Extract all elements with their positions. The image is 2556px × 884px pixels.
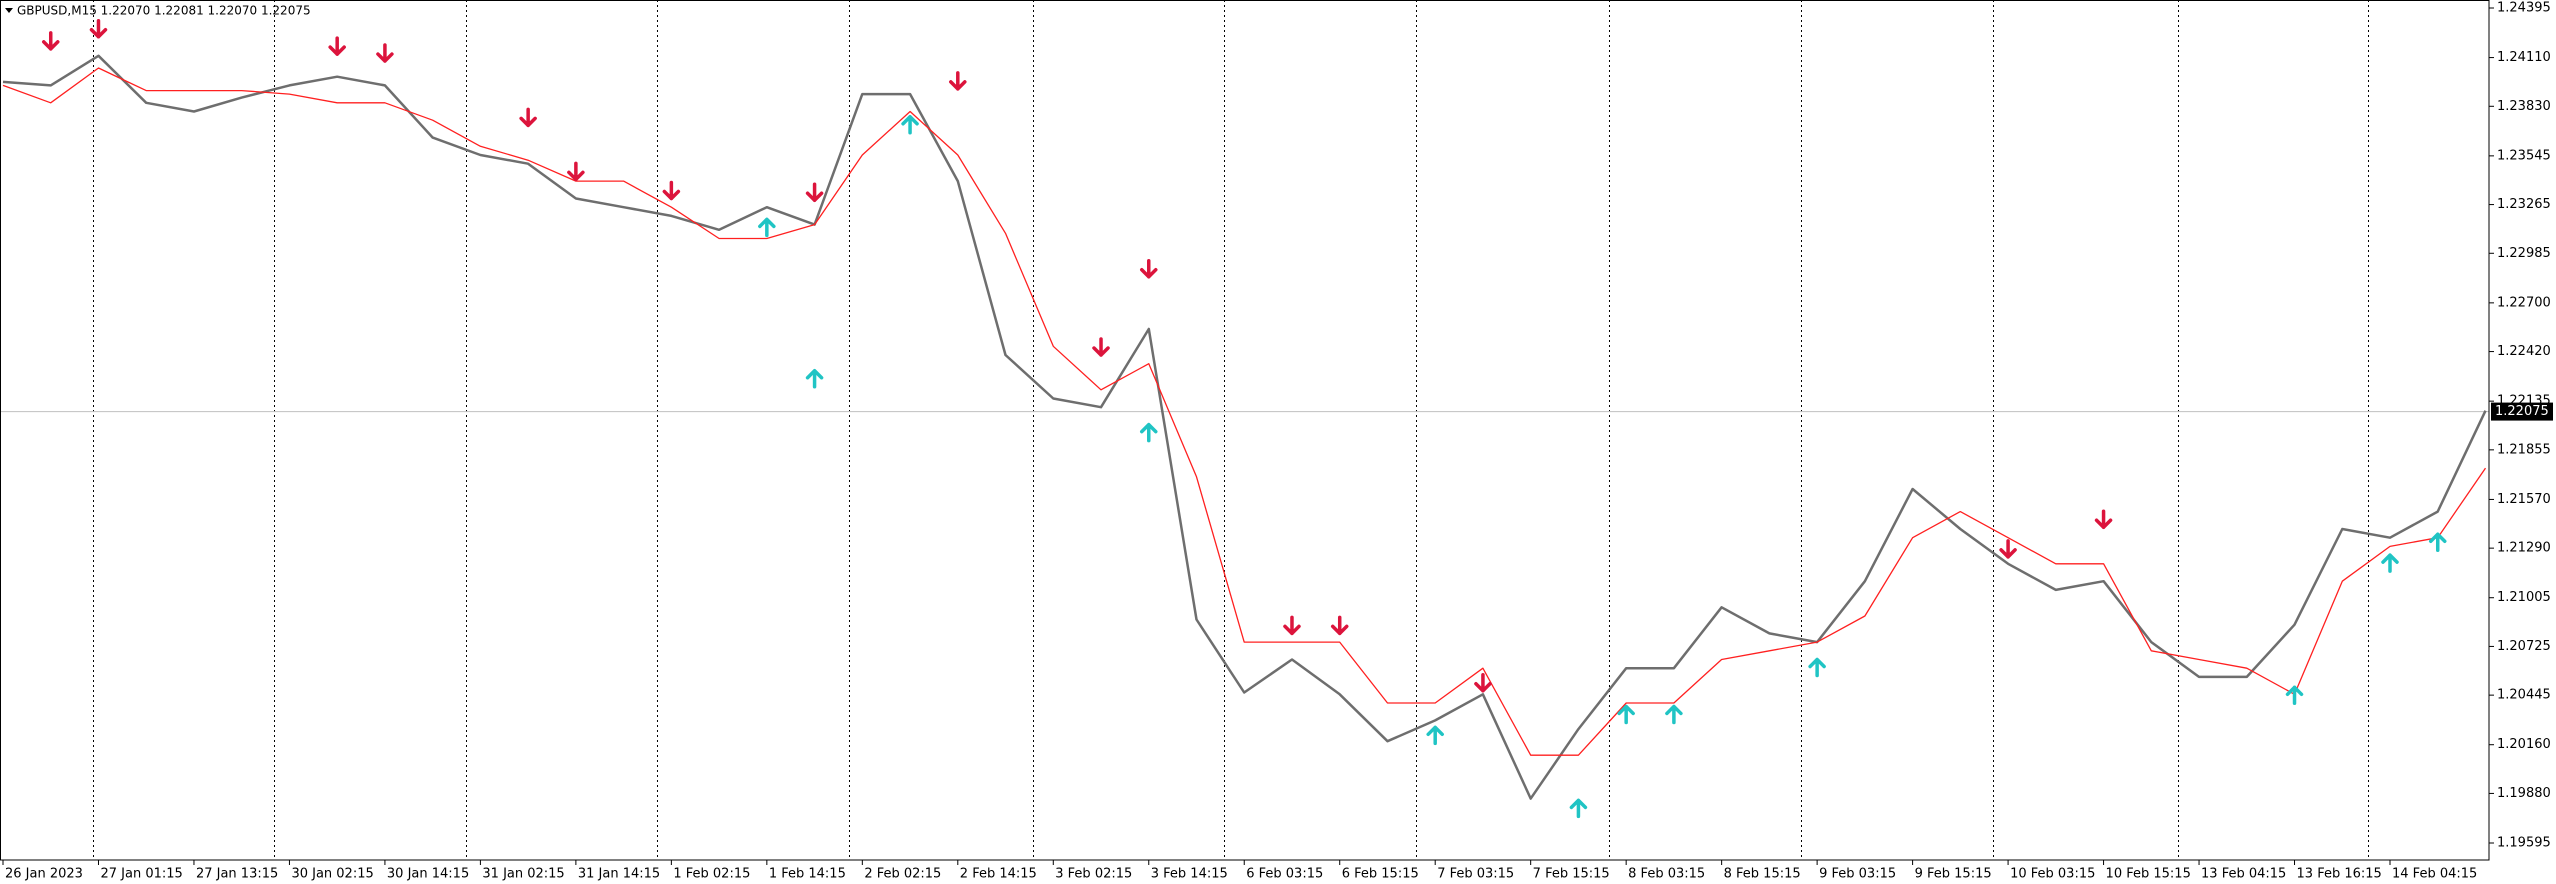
x-tick-label: 1 Feb 14:15 (769, 867, 846, 882)
y-tick-label: 1.22985 (2497, 246, 2551, 261)
y-tick-label: 1.19595 (2497, 836, 2551, 851)
buy-arrow (1140, 422, 1158, 443)
sell-arrow (1092, 337, 1110, 357)
plot-frame (0, 0, 2490, 861)
x-tick-label: 9 Feb 15:15 (1915, 867, 1992, 882)
y-tick-label: 1.23265 (2497, 197, 2551, 212)
x-tick-label: 7 Feb 15:15 (1533, 867, 1610, 882)
sell-arrow (2094, 509, 2113, 530)
x-tick-label: 27 Jan 01:15 (100, 867, 182, 882)
y-tick-label: 1.22700 (2497, 295, 2551, 310)
buy-arrow (1569, 798, 1588, 819)
sell-arrow (41, 31, 60, 51)
x-tick-label: 10 Feb 15:15 (2106, 867, 2191, 882)
buy-arrow (1808, 657, 1826, 678)
sell-arrow (567, 161, 585, 182)
sell-arrow (1999, 539, 2017, 559)
x-tick-label: 10 Feb 03:15 (2010, 867, 2095, 882)
y-tick-label: 1.20160 (2497, 737, 2551, 752)
trailing-line (2, 67, 2487, 756)
x-tick-label: 6 Feb 15:15 (1342, 867, 1419, 882)
y-tick-label: 1.21855 (2497, 442, 2551, 457)
y-tick-label: 1.21570 (2497, 492, 2551, 507)
symbol-menu-triangle[interactable] (5, 8, 13, 13)
x-tick-label: 1 Feb 02:15 (673, 867, 750, 882)
x-tick-label: 30 Jan 02:15 (291, 867, 373, 882)
buy-arrow (1617, 704, 1635, 725)
y-tick-label: 1.21290 (2497, 541, 2551, 556)
x-tick-label: 2 Feb 14:15 (960, 867, 1037, 882)
y-tick-label: 1.23545 (2497, 148, 2551, 163)
sell-arrow (1283, 615, 1301, 636)
y-tick-label: 1.24395 (2497, 1, 2551, 16)
x-tick-label: 26 Jan 2023 (5, 867, 83, 882)
sell-arrow (949, 71, 967, 91)
y-tick-label: 1.20725 (2497, 639, 2551, 654)
x-tick-label: 3 Feb 14:15 (1151, 867, 1228, 882)
sell-arrow (805, 182, 824, 202)
y-tick-label: 1.23830 (2497, 99, 2551, 114)
buy-arrow (1665, 704, 1683, 725)
x-tick-label: 27 Jan 13:15 (196, 867, 278, 882)
current-price-label: 1.22075 (2495, 404, 2549, 419)
sell-arrow (1474, 673, 1492, 693)
x-tick-label: 14 Feb 04:15 (2392, 867, 2477, 882)
sell-arrow (1140, 259, 1158, 279)
buy-arrow (758, 217, 776, 238)
x-tick-label: 7 Feb 03:15 (1437, 867, 1514, 882)
sell-arrow (662, 180, 681, 201)
buy-arrow (805, 368, 824, 389)
y-tick-label: 1.24110 (2497, 50, 2551, 65)
sell-arrow (328, 36, 346, 56)
x-tick-label: 13 Feb 04:15 (2201, 867, 2286, 882)
buy-arrow (2381, 553, 2399, 573)
x-tick-label: 9 Feb 03:15 (1819, 867, 1896, 882)
x-tick-label: 30 Jan 14:15 (387, 867, 469, 882)
buy-arrow (901, 114, 919, 135)
x-tick-label: 6 Feb 03:15 (1246, 867, 1323, 882)
x-tick-label: 8 Feb 15:15 (1724, 867, 1801, 882)
y-tick-label: 1.19880 (2497, 786, 2551, 801)
buy-arrow (2428, 532, 2447, 552)
sell-arrow (519, 107, 537, 128)
price-line (2, 54, 2487, 800)
y-tick-label: 1.22420 (2497, 344, 2551, 359)
x-tick-label: 8 Feb 03:15 (1628, 867, 1705, 882)
chart-title: GBPUSD,M15 1.22070 1.22081 1.22070 1.220… (17, 4, 311, 18)
x-tick-label: 31 Jan 14:15 (578, 867, 660, 882)
current-price-box (2491, 402, 2553, 421)
x-tick-label: 2 Feb 02:15 (864, 867, 941, 882)
y-tick-label: 1.21005 (2497, 590, 2551, 605)
x-tick-label: 3 Feb 02:15 (1055, 867, 1132, 882)
x-tick-label: 31 Jan 02:15 (482, 867, 564, 882)
buy-arrow (2285, 685, 2304, 706)
y-tick-label: 1.20445 (2497, 688, 2551, 703)
sell-arrow (376, 43, 394, 63)
x-tick-label: 13 Feb 16:15 (2297, 867, 2382, 882)
sell-arrow (89, 18, 108, 39)
sell-arrow (1330, 615, 1349, 636)
buy-arrow (1426, 725, 1444, 746)
